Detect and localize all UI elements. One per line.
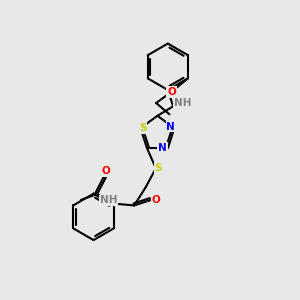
Text: O: O [102,167,110,176]
Text: NH: NH [100,195,118,206]
Text: O: O [167,87,176,97]
Text: O: O [152,195,160,205]
Text: N: N [167,122,175,132]
Text: S: S [139,123,147,133]
Text: N: N [158,143,167,153]
Text: S: S [154,163,162,173]
Text: NH: NH [174,98,191,108]
